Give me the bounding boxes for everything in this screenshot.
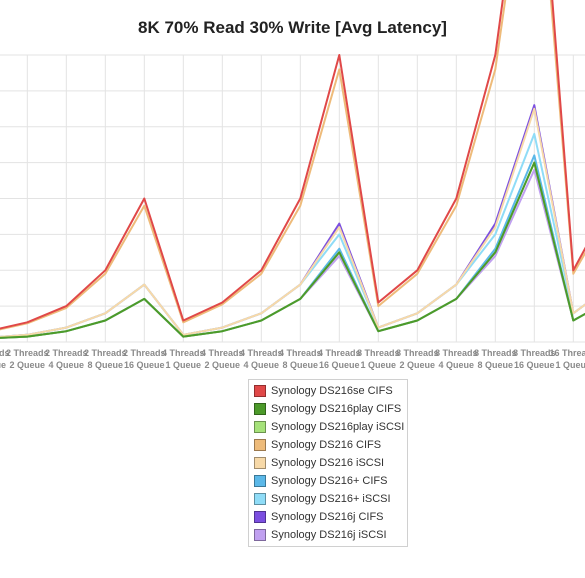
legend-item[interactable]: Synology DS216play iSCSI	[249, 418, 407, 436]
series-line	[0, 161, 585, 339]
series-line	[0, 132, 585, 338]
series-line	[0, 0, 585, 330]
legend-label: Synology DS216play CIFS	[271, 403, 402, 415]
legend-swatch	[254, 493, 266, 505]
legend-label: Synology DS216j CIFS	[271, 511, 384, 523]
x-tick-label: 2 Threads 4 Queue	[45, 348, 88, 370]
series-lines	[0, 0, 585, 339]
series-line	[0, 0, 585, 331]
series-line	[0, 168, 585, 339]
legend-swatch	[254, 529, 266, 541]
legend-item[interactable]: Synology DS216se CIFS	[249, 382, 407, 400]
legend-swatch	[254, 403, 266, 415]
x-tick-label: 2 Threads 8 Queue	[84, 348, 127, 370]
x-tick-label: 8 Threads 8 Queue	[474, 348, 517, 370]
legend-swatch	[254, 421, 266, 433]
legend-swatch	[254, 475, 266, 487]
x-tick-label: 4 Threads 4 Queue	[240, 348, 283, 370]
x-tick-label: 4 Threads 2 Queue	[201, 348, 244, 370]
x-tick-label: 8 Threads 1 Queue	[357, 348, 400, 370]
legend-label: Synology DS216 iSCSI	[271, 457, 385, 469]
legend-label: Synology DS216play iSCSI	[271, 421, 405, 433]
legend-item[interactable]: Synology DS216 iSCSI	[249, 454, 407, 472]
legend-swatch	[254, 511, 266, 523]
x-tick-label: 4 Threads 8 Queue	[279, 348, 322, 370]
legend-swatch	[254, 385, 266, 397]
legend-label: Synology DS216 CIFS	[271, 439, 382, 451]
grid-lines	[0, 54, 585, 343]
x-tick-label: 2 Threads 2 Queue	[6, 348, 49, 370]
legend-item[interactable]: Synology DS216+ CIFS	[249, 472, 407, 490]
legend-label: Synology DS216j iSCSI	[271, 529, 387, 541]
legend-item[interactable]: Synology DS216j CIFS	[249, 508, 407, 526]
x-tick-label: 4 Threads 1 Queue	[162, 348, 205, 370]
x-tick-label: 2 Threads 16 Queue	[123, 348, 166, 370]
x-tick-label: 8 Threads 16 Queue	[513, 348, 556, 370]
legend-item[interactable]: Synology DS216play CIFS	[249, 400, 407, 418]
x-tick-label: 4 Threads 16 Queue	[318, 348, 361, 370]
legend: Synology DS216se CIFS Synology DS216play …	[248, 379, 408, 547]
legend-item[interactable]: Synology DS216j iSCSI	[249, 526, 407, 544]
legend-label: Synology DS216+ CIFS	[271, 475, 388, 487]
legend-label: Synology DS216se CIFS	[271, 385, 393, 397]
legend-item[interactable]: Synology DS216+ iSCSI	[249, 490, 407, 508]
x-tick-label: 8 Threads 4 Queue	[435, 348, 478, 370]
legend-label: Synology DS216+ iSCSI	[271, 493, 391, 505]
x-tick-label: 8 Threads 2 Queue	[396, 348, 439, 370]
series-line	[0, 107, 585, 338]
legend-swatch	[254, 439, 266, 451]
legend-item[interactable]: Synology DS216 CIFS	[249, 436, 407, 454]
chart-title: 8K 70% Read 30% Write [Avg Latency]	[138, 18, 447, 37]
legend-swatch	[254, 457, 266, 469]
